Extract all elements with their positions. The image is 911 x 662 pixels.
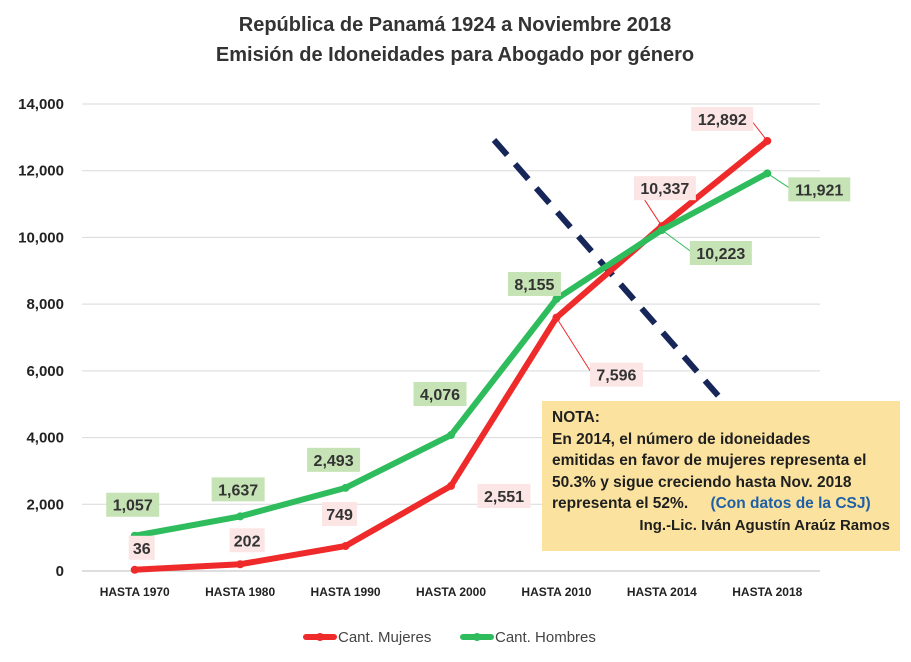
data-point bbox=[236, 512, 245, 521]
note-author: Ing.-Lic. Iván Agustín Araúz Ramos bbox=[639, 516, 890, 534]
data-label-bg bbox=[788, 177, 851, 202]
data-label: 7,596 bbox=[596, 368, 636, 385]
x-axis-ticks: HASTA 1970 HASTA 1980 HASTA 1990 HASTA 2000… bbox=[100, 585, 803, 599]
x-tick-label: HASTA 1990 bbox=[311, 585, 381, 599]
legend-marker bbox=[316, 633, 324, 641]
data-label: 36 bbox=[133, 541, 151, 558]
data-label-bg bbox=[229, 528, 265, 553]
data-label: 2,551 bbox=[484, 489, 524, 506]
y-tick-label: 6,000 bbox=[26, 363, 64, 380]
data-label-bg bbox=[128, 535, 155, 560]
note-line-1: En 2014, el número de idoneidades bbox=[552, 430, 811, 448]
note-source: (Con datos de la CSJ) bbox=[710, 495, 871, 512]
chart-subtitle: Emisión de Idoneidades para Abogado por … bbox=[216, 44, 694, 66]
data-label: 1,637 bbox=[218, 482, 258, 499]
data-point bbox=[341, 542, 350, 551]
label-leader-line bbox=[556, 317, 594, 375]
x-tick-label: HASTA 1980 bbox=[205, 585, 275, 599]
y-tick-label: 12,000 bbox=[18, 163, 64, 180]
data-label: 2,493 bbox=[314, 453, 354, 470]
data-label-bg bbox=[633, 176, 696, 201]
x-tick-label: HASTA 2014 bbox=[627, 585, 697, 599]
y-tick-label: 0 bbox=[56, 563, 64, 580]
y-axis-ticks: 0 2,000 4,000 6,000 8,000 10,000 12,000 14,000 bbox=[18, 96, 64, 580]
data-label: 749 bbox=[326, 507, 353, 524]
legend-label: Cant. Mujeres bbox=[338, 629, 431, 646]
y-tick-label: 8,000 bbox=[26, 296, 64, 313]
data-label: 202 bbox=[234, 533, 261, 550]
note-line-3: 50.3% y sigue creciendo hasta Nov. 2018 bbox=[552, 473, 852, 491]
data-label: 1,057 bbox=[113, 498, 153, 515]
data-label: 10,337 bbox=[640, 181, 689, 198]
note-line-4: representa el 52%. bbox=[552, 495, 689, 512]
y-tick-label: 4,000 bbox=[26, 430, 64, 447]
y-tick-label: 10,000 bbox=[18, 229, 64, 246]
data-label-bg bbox=[211, 477, 265, 502]
data-label-bg bbox=[477, 483, 531, 508]
data-label: 8,155 bbox=[514, 277, 554, 294]
data-point bbox=[236, 560, 245, 569]
data-label: 11,921 bbox=[795, 182, 843, 199]
y-tick-label: 2,000 bbox=[26, 496, 64, 513]
data-point bbox=[447, 481, 455, 490]
data-label-bg bbox=[413, 382, 467, 407]
label-leader-line bbox=[661, 229, 694, 254]
legend-label: Cant. Hombres bbox=[495, 629, 596, 646]
x-tick-label: HASTA 1970 bbox=[100, 585, 170, 599]
label-leader-line bbox=[767, 172, 792, 190]
data-label-bg bbox=[507, 271, 561, 296]
note-line-2: emitidas en favor de mujeres representa … bbox=[552, 452, 867, 469]
data-label-bg bbox=[689, 240, 752, 265]
data-label-bg bbox=[307, 447, 361, 472]
data-label-bg bbox=[589, 362, 643, 387]
x-tick-label: HASTA 2018 bbox=[732, 585, 802, 599]
data-label: 12,892 bbox=[698, 112, 747, 129]
legend: Cant. Mujeres Cant. Hombres bbox=[303, 629, 596, 646]
data-label-bg bbox=[106, 492, 160, 517]
note-line-4-wrap: representa el 52%. (Con datos de la CSJ) bbox=[552, 493, 890, 515]
data-labels: 36 202 749 2,551 7,596 10,337 12,892 1,057 1,637… bbox=[106, 106, 851, 560]
x-tick-label: HASTA 2000 bbox=[416, 585, 486, 599]
data-point bbox=[341, 483, 350, 492]
legend-marker bbox=[473, 633, 481, 641]
y-tick-label: 14,000 bbox=[18, 96, 64, 113]
data-label: 10,223 bbox=[696, 246, 745, 263]
chart-title: República de Panamá 1924 a Noviembre 201… bbox=[239, 14, 671, 36]
data-label-bg bbox=[322, 502, 358, 527]
data-label: 4,076 bbox=[420, 387, 460, 404]
data-point bbox=[447, 431, 455, 440]
data-label-bg bbox=[691, 106, 754, 131]
data-point bbox=[130, 565, 139, 574]
data-point bbox=[552, 294, 561, 303]
x-tick-label: HASTA 2010 bbox=[521, 585, 591, 599]
note-heading: NOTA: bbox=[552, 409, 600, 426]
note-box: NOTA: En 2014, el número de idoneidades … bbox=[542, 401, 900, 551]
